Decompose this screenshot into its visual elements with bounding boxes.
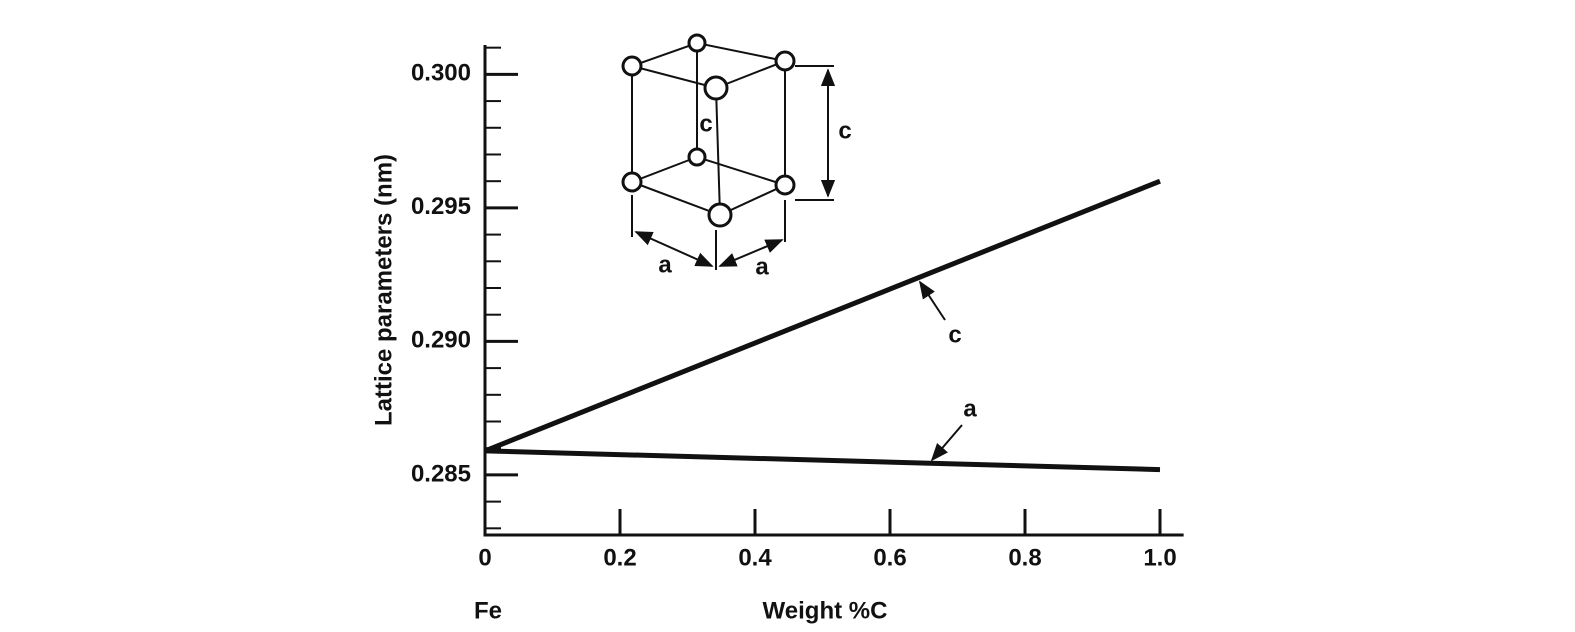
series-line [484, 448, 1161, 473]
annotation-arrow [919, 280, 946, 321]
y-tick-label: 0.290 [411, 327, 471, 354]
y-tick-label: 0.295 [411, 193, 471, 220]
inset-label: a [658, 251, 672, 278]
series-annotation: c [948, 321, 961, 348]
y-axis-label: Lattice parameters (nm) [370, 154, 397, 426]
x-start-label: Fe [474, 597, 502, 624]
x-tick-label: 0.8 [1008, 544, 1041, 571]
inset-label: c [838, 117, 851, 144]
x-tick-label: 0.4 [738, 544, 772, 571]
x-tick-label: 0 [478, 544, 491, 571]
annotation-arrow [930, 424, 963, 462]
y-tick-label: 0.285 [411, 460, 471, 487]
series-annotation: a [963, 395, 977, 422]
series-line [484, 178, 1161, 454]
inset-label: c [699, 110, 712, 137]
x-tick-label: 1.0 [1143, 544, 1176, 571]
x-tick-label: 0.6 [873, 544, 906, 571]
inset-label: a [755, 253, 769, 280]
unit-cell-diagram [621, 33, 836, 270]
x-axis-label: Weight %C [763, 597, 888, 624]
y-tick-label: 0.300 [411, 60, 471, 87]
x-tick-label: 0.2 [603, 544, 636, 571]
